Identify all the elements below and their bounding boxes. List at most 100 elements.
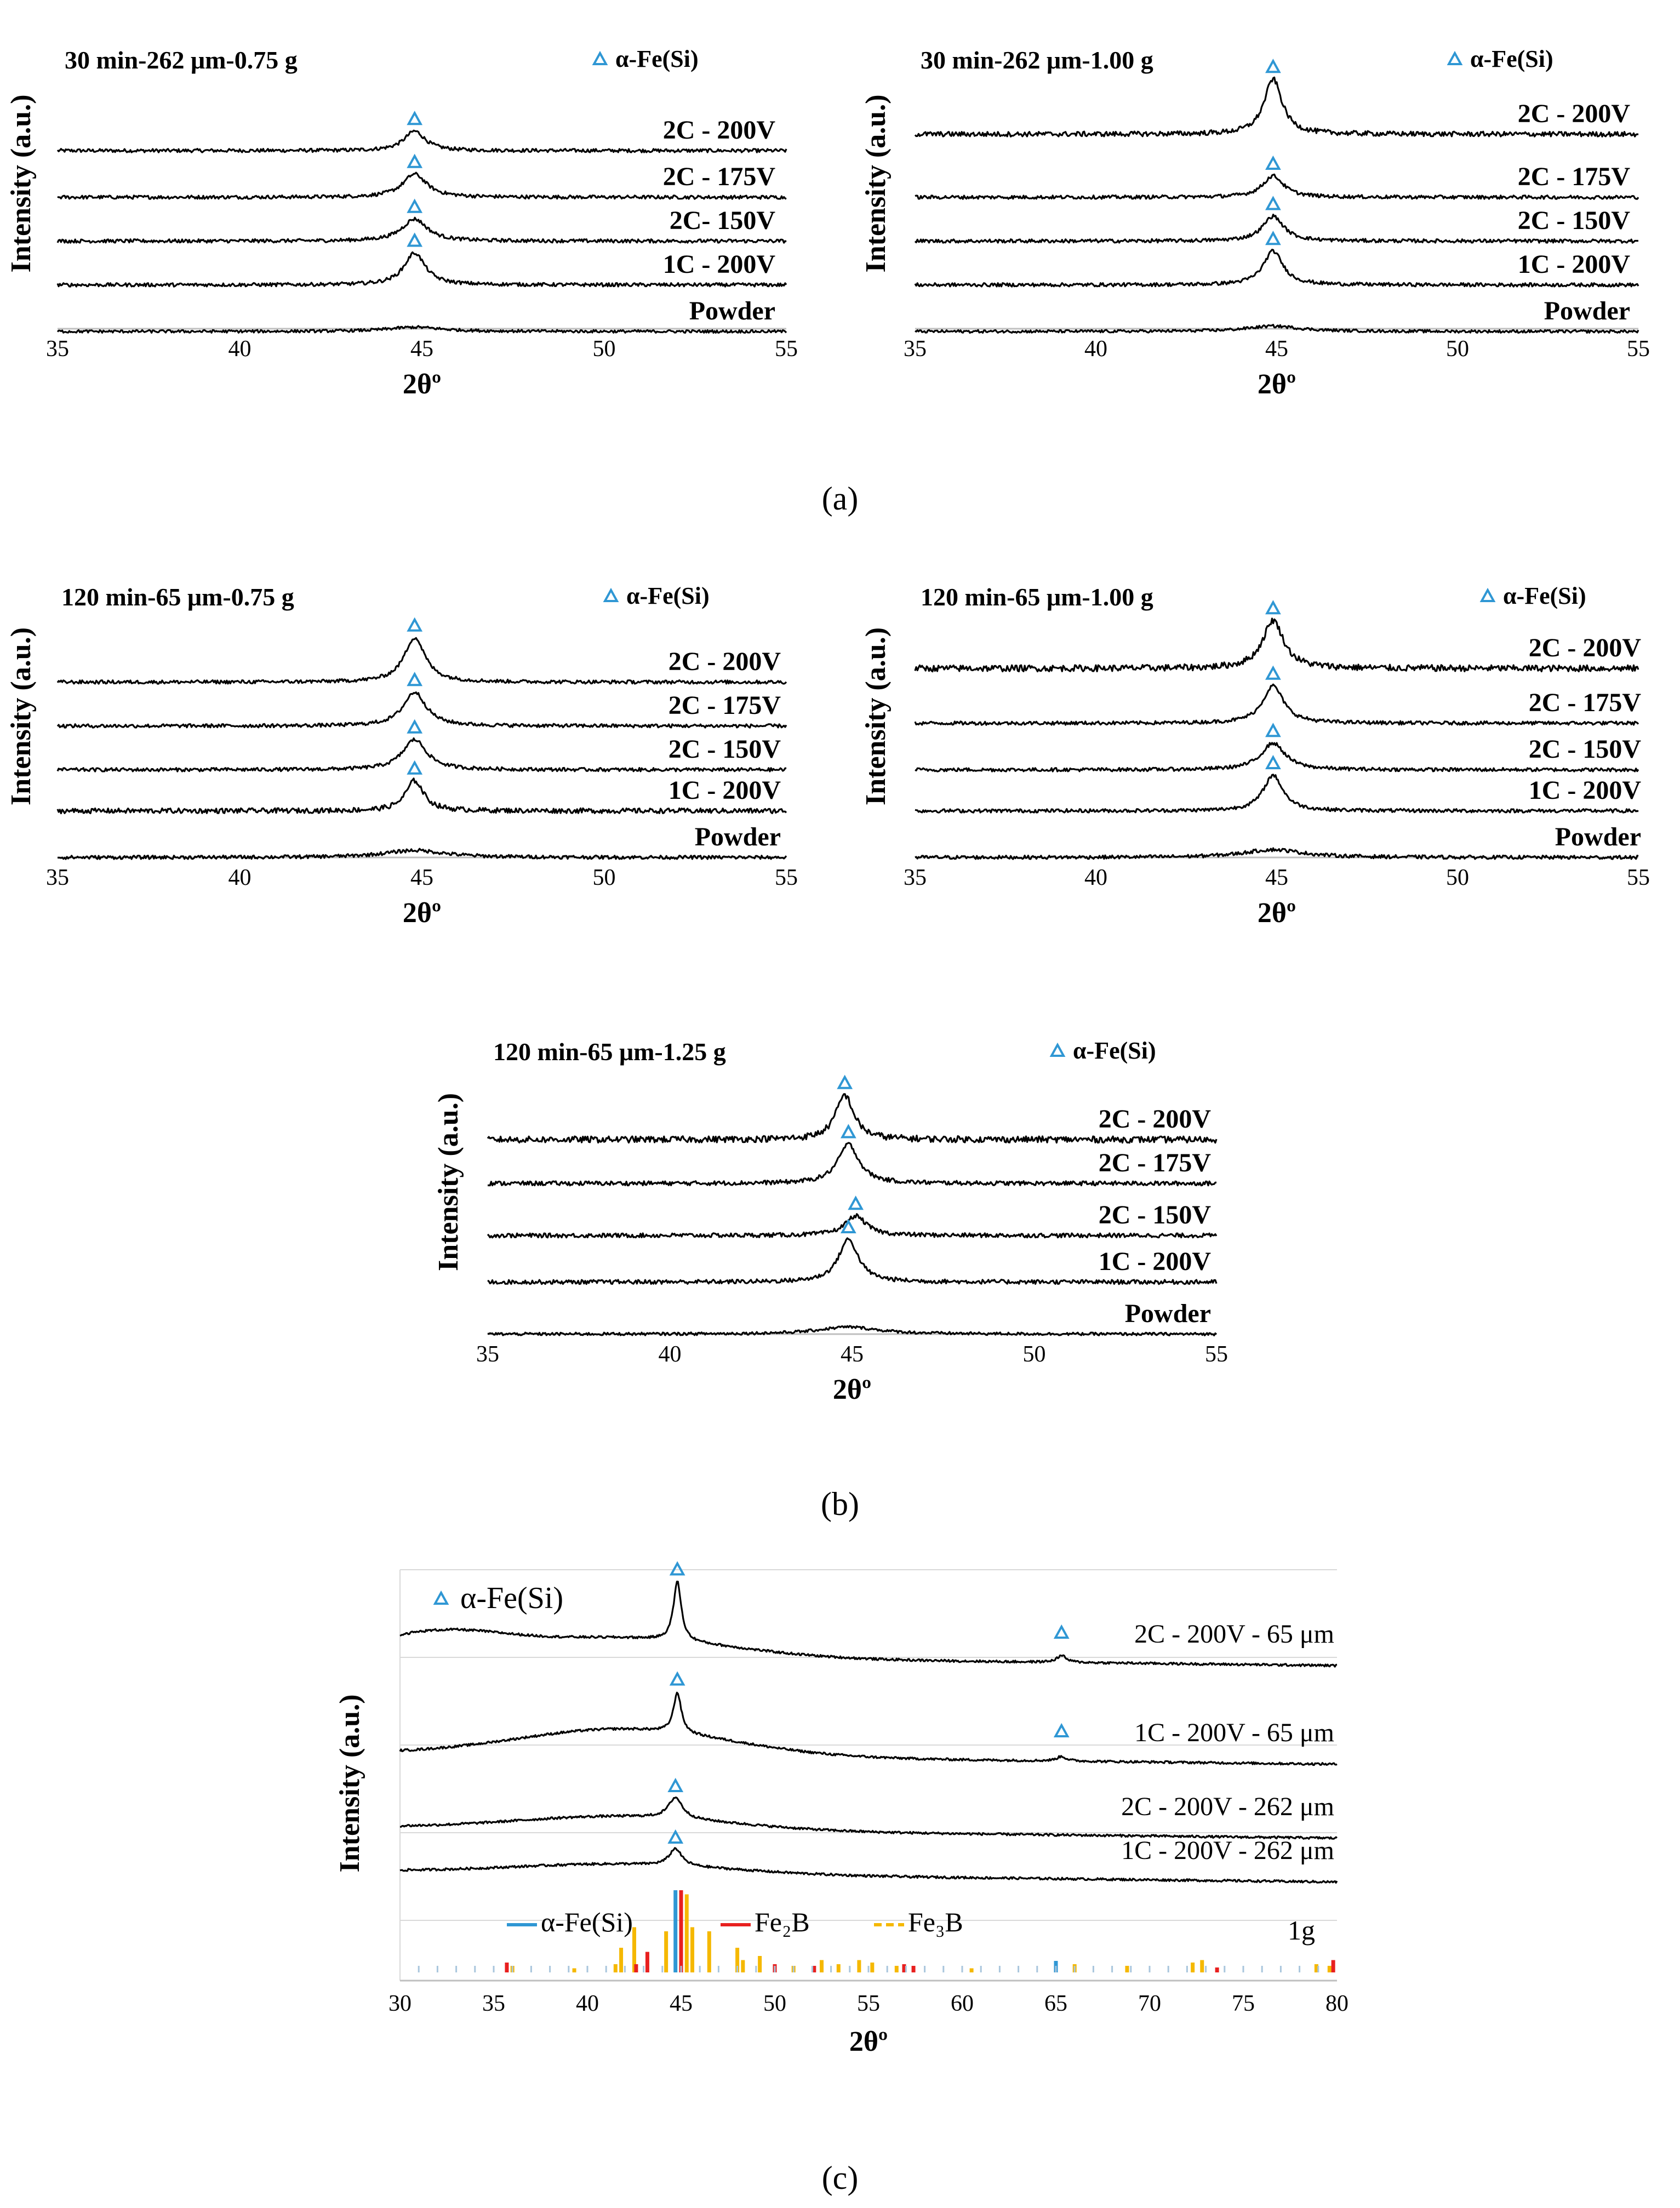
x-tick-label: 55 xyxy=(1627,865,1650,890)
x-tick-label: 50 xyxy=(1446,865,1469,890)
xrd-trace xyxy=(487,1213,1218,1239)
xrd-trace xyxy=(487,1237,1218,1285)
x-tick-label: 35 xyxy=(482,1991,505,2016)
series-label: 2C- 150V xyxy=(670,206,776,235)
peak-marker-triangle-icon xyxy=(1265,155,1281,170)
x-tick-label: 75 xyxy=(1232,1991,1255,2016)
legend-triangle-icon xyxy=(603,587,619,602)
reference-label: 1g xyxy=(1288,1915,1315,1946)
peak-marker-triangle-icon xyxy=(667,1777,684,1792)
xrd-trace xyxy=(914,617,1639,673)
xrd-trace xyxy=(57,171,787,200)
xrd-trace xyxy=(56,216,787,244)
x-tick-label: 50 xyxy=(593,865,616,890)
series-label: 1C - 200V xyxy=(1518,250,1631,279)
legend-label: α-Fe(Si) xyxy=(1073,1037,1156,1064)
series-label: 2C - 175V xyxy=(1518,162,1631,191)
x-tick-label: 45 xyxy=(841,1342,864,1367)
y-axis-label: Intensity (a.u.) xyxy=(860,94,892,272)
caption-a: (a) xyxy=(822,481,859,517)
y-axis-label: Intensity (a.u.) xyxy=(334,1694,365,1872)
series-label: 2C - 150V xyxy=(668,735,781,764)
peak-marker-triangle-icon xyxy=(1265,754,1281,769)
peak-marker-triangle-icon xyxy=(1265,600,1281,615)
x-tick-label: 55 xyxy=(857,1991,880,2016)
x-tick-label: 50 xyxy=(763,1991,786,2016)
peak-marker-triangle-icon xyxy=(1265,231,1281,245)
series-label: 2C - 150V xyxy=(1518,206,1631,235)
peak-marker-triangle-icon xyxy=(1265,665,1281,680)
x-tick-label: 55 xyxy=(775,865,798,890)
xrd-trace xyxy=(56,325,787,334)
caption-c: (c) xyxy=(822,2160,859,2196)
series-label: 1C - 200V xyxy=(663,250,776,279)
x-tick-label: 30 xyxy=(388,1991,412,2016)
xrd-trace xyxy=(399,1797,1338,1840)
x-tick-label: 45 xyxy=(1265,336,1288,362)
xrd-panel-b-right: 35 40 45 50 55 2θº Intensity (a.u.) 120 min-65 … xyxy=(860,582,1650,929)
x-tick-label: 35 xyxy=(904,336,927,362)
panel-title: 30 min-262 μm-1.00 g xyxy=(921,46,1153,74)
x-tick-label: 40 xyxy=(659,1342,682,1367)
peak-marker-triangle-icon xyxy=(1265,723,1281,737)
panel-title: 120 min-65 μm-1.00 g xyxy=(921,583,1153,611)
xrd-trace xyxy=(487,1093,1218,1144)
y-axis-label: Intensity (a.u.) xyxy=(5,94,37,272)
legend-triangle-icon xyxy=(592,50,608,65)
legend-triangle-icon xyxy=(1479,587,1496,602)
x-axis-label: 2θº xyxy=(1258,369,1296,400)
x-tick-label: 55 xyxy=(775,336,798,362)
series-label: Powder xyxy=(689,296,775,325)
series-label: 2C - 175V xyxy=(663,162,776,191)
series-label: 2C - 150V xyxy=(1099,1200,1212,1229)
peak-marker-triangle-icon xyxy=(407,111,423,125)
xrd-panel-a-left: 35 40 45 50 55 2θº Intensity (a.u.) 30 min-262 … xyxy=(5,45,798,400)
peak-marker-triangle-icon xyxy=(407,153,423,168)
x-tick-label: 55 xyxy=(1205,1342,1228,1367)
xrd-trace xyxy=(56,777,787,815)
peak-marker-triangle-icon xyxy=(667,1829,684,1844)
x-tick-label: 55 xyxy=(1627,336,1650,362)
series-label: 1C - 200V xyxy=(1099,1247,1212,1276)
peak-marker-triangle-icon xyxy=(407,760,423,775)
series-label: 2C - 200V - 65 μm xyxy=(1134,1620,1334,1649)
legend-triangle-icon xyxy=(1049,1042,1066,1057)
series-label: 2C - 200V xyxy=(668,647,781,676)
peak-marker-triangle-icon xyxy=(1053,1624,1070,1639)
xrd-trace xyxy=(915,324,1639,334)
x-tick-label: 70 xyxy=(1138,1991,1161,2016)
xrd-panel-c: 30 35 40 45 50 55 60 65 70 75 80 2θº Intensity (a.u.… xyxy=(334,1561,1348,2057)
reference-legend-label: Fe₃B xyxy=(908,1907,963,1937)
series-label: 2C - 200V xyxy=(1099,1105,1212,1134)
series-label: 2C - 200V xyxy=(1529,633,1642,662)
xrd-trace xyxy=(914,683,1639,726)
series-label: 2C - 175V xyxy=(1099,1148,1212,1177)
peak-marker-triangle-icon xyxy=(1265,59,1281,73)
peak-marker-triangle-icon xyxy=(840,1124,856,1139)
x-tick-label: 40 xyxy=(1084,865,1107,890)
xrd-trace xyxy=(399,1581,1338,1668)
caption-b: (b) xyxy=(821,1486,859,1522)
xrd-trace xyxy=(56,251,787,288)
peak-marker-triangle-icon xyxy=(669,1671,685,1686)
y-axis-label: Intensity (a.u.) xyxy=(433,1093,464,1271)
x-tick-label: 35 xyxy=(46,865,69,890)
reference-legend-label: α-Fe(Si) xyxy=(541,1907,633,1937)
peak-marker-triangle-icon xyxy=(669,1561,685,1576)
series-label: Powder xyxy=(1125,1299,1211,1328)
series-label: 2C - 200V - 262 μm xyxy=(1121,1792,1334,1821)
x-tick-label: 45 xyxy=(670,1991,693,2016)
legend-label: α-Fe(Si) xyxy=(460,1581,563,1615)
x-tick-label: 40 xyxy=(1084,336,1107,362)
peak-marker-triangle-icon xyxy=(840,1219,856,1233)
peak-marker-triangle-icon xyxy=(407,198,423,213)
x-axis-label: 2θº xyxy=(1258,897,1296,929)
x-tick-label: 40 xyxy=(228,865,252,890)
xrd-trace xyxy=(56,637,787,685)
xrd-trace xyxy=(56,129,787,153)
peak-marker-triangle-icon xyxy=(407,232,423,247)
xrd-trace xyxy=(56,691,787,729)
x-axis-label: 2θº xyxy=(403,897,441,929)
series-label: Powder xyxy=(1555,822,1641,851)
